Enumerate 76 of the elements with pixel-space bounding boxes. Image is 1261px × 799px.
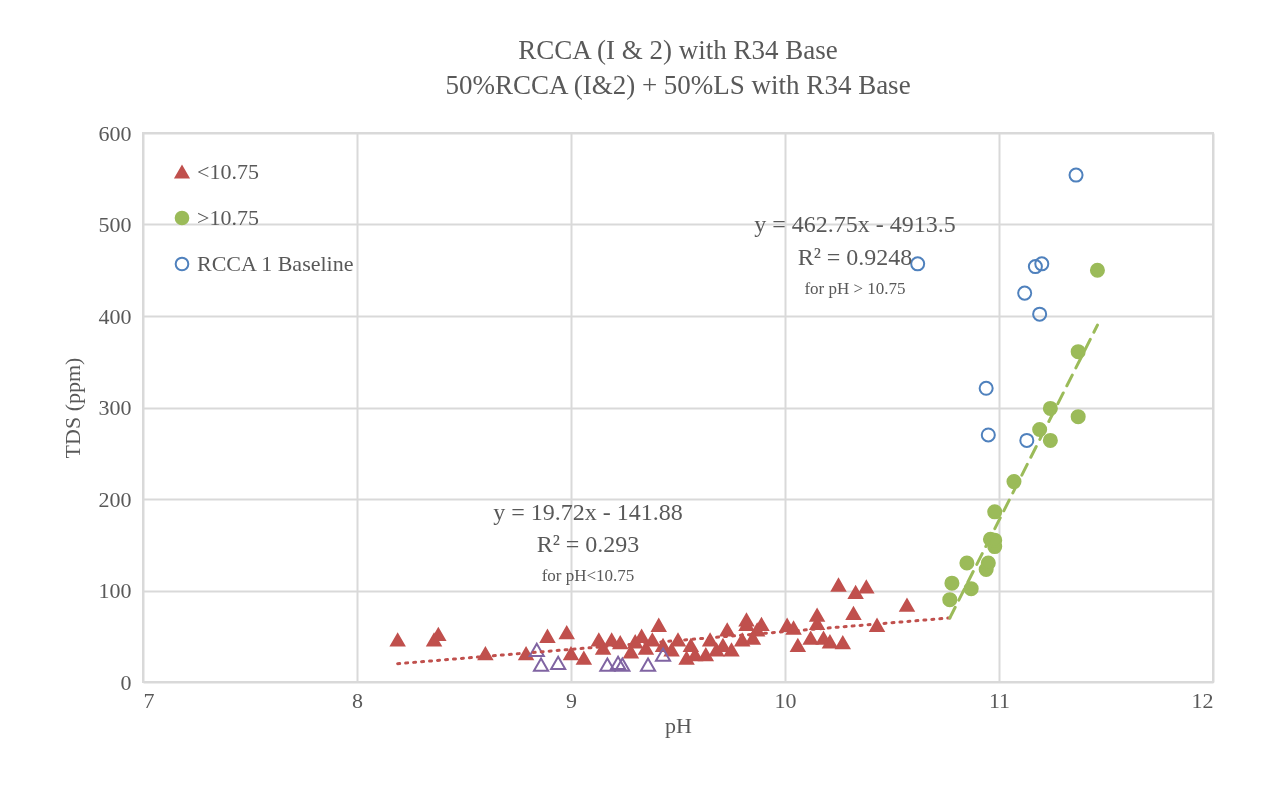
- point: [942, 592, 958, 608]
- point: [1032, 306, 1048, 322]
- point: [987, 504, 1003, 520]
- point: [963, 581, 979, 597]
- x-tick-label: 12: [1191, 687, 1214, 713]
- point: [910, 256, 926, 272]
- x-tick-label: 10: [774, 687, 797, 713]
- point: [1070, 344, 1086, 360]
- point: [654, 647, 672, 662]
- x-axis-title: pH: [665, 712, 693, 738]
- y-axis-title: TDS (ppm): [59, 357, 85, 459]
- point: [1070, 409, 1086, 425]
- point: [803, 631, 819, 645]
- point: [845, 606, 861, 621]
- point: [835, 636, 851, 650]
- y-tick-label: 300: [98, 395, 132, 420]
- point: [528, 642, 545, 658]
- point: [899, 598, 915, 612]
- point: [390, 633, 406, 647]
- point: [848, 585, 864, 599]
- y-tick-label: 100: [98, 578, 132, 603]
- y-tick-label: 600: [98, 120, 132, 146]
- point: [651, 618, 667, 632]
- annotation: y = 462.75x - 4913.5: [754, 211, 956, 237]
- x-tick-label: 7: [143, 687, 155, 713]
- chart-title: RCCA (I & 2) with R34 Base: [518, 35, 838, 65]
- point: [610, 655, 627, 670]
- point: [944, 575, 960, 591]
- point: [1034, 256, 1050, 272]
- point: [858, 580, 874, 594]
- annotation: for pH<10.75: [541, 566, 635, 585]
- point: [576, 651, 592, 665]
- point: [978, 380, 994, 396]
- point: [639, 657, 657, 672]
- y-tick-label: 0: [120, 669, 132, 695]
- point: [599, 657, 616, 672]
- legend-label: RCCA 1 Baseline: [197, 251, 354, 276]
- point: [550, 655, 567, 670]
- point: [980, 555, 996, 571]
- legend-label: <10.75: [197, 159, 259, 184]
- point: [1042, 432, 1058, 448]
- point: [559, 625, 575, 640]
- point: [563, 646, 579, 661]
- point: [698, 647, 714, 662]
- point: [869, 618, 885, 632]
- y-tick-label: 400: [98, 303, 132, 329]
- x-tick-label: 11: [988, 687, 1011, 713]
- point: [1019, 432, 1035, 448]
- point: [1027, 259, 1043, 275]
- legend-label: >10.75: [197, 205, 259, 230]
- y-tick-label: 200: [98, 486, 132, 512]
- annotation: y = 19.72x - 141.88: [493, 499, 683, 525]
- point: [670, 633, 686, 647]
- point: [1068, 167, 1084, 183]
- annotation: for pH > 10.75: [804, 279, 906, 298]
- chart-subtitle: 50%RCCA (I&2) + 50%LS with R34 Base: [445, 70, 911, 100]
- point: [595, 641, 611, 655]
- x-tick-label: 8: [352, 687, 363, 713]
- point: [702, 633, 718, 647]
- point: [980, 427, 996, 443]
- point: [539, 629, 555, 643]
- point: [734, 633, 750, 647]
- point: [959, 555, 975, 571]
- point: [614, 657, 631, 672]
- x-tick-label: 9: [566, 687, 577, 713]
- point: [830, 578, 847, 592]
- point: [822, 635, 838, 649]
- point: [1089, 262, 1105, 278]
- point: [790, 638, 806, 653]
- annotation: R² = 0.293: [536, 531, 640, 557]
- y-tick-label: 500: [98, 212, 132, 237]
- annotation: R² = 0.9248: [797, 244, 913, 270]
- point: [723, 643, 740, 657]
- point: [1017, 285, 1033, 301]
- point: [532, 657, 550, 672]
- point: [738, 613, 754, 627]
